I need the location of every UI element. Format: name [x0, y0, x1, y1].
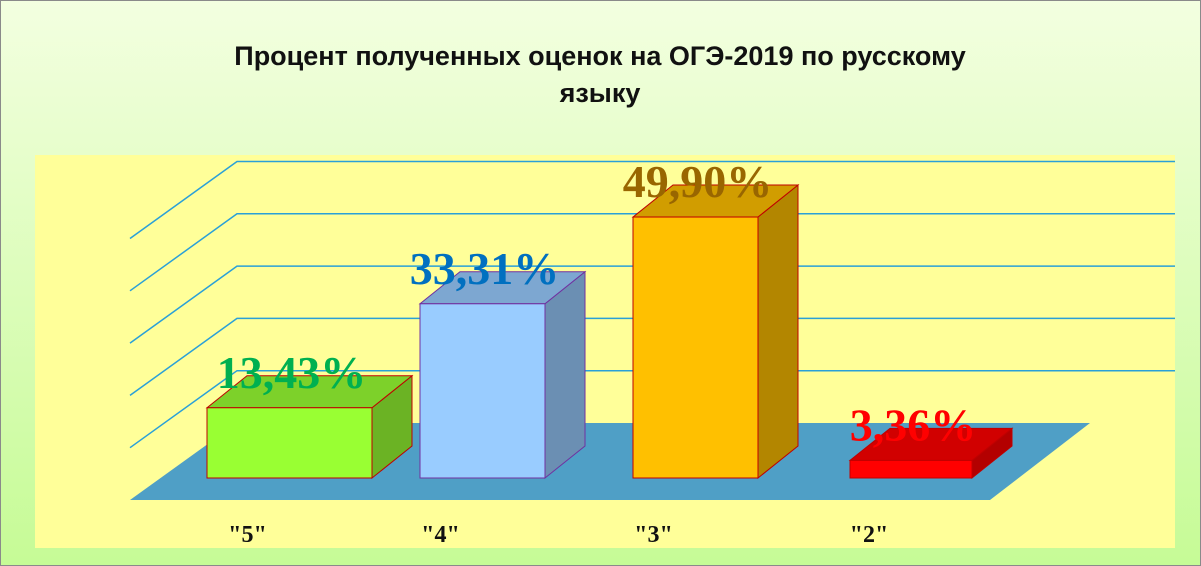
value-label: 13,43%: [217, 347, 367, 398]
grid-line: [129, 160, 1175, 240]
x-tick-label: "5": [228, 522, 267, 548]
bar: [206, 407, 373, 479]
chart-title: Процент полученных оценок на ОГЭ-2019 по…: [234, 41, 966, 108]
value-label: 3,36%: [850, 399, 977, 450]
bar-side: [544, 270, 586, 480]
grid-line: [129, 369, 1175, 449]
value-label: 33,31%: [410, 243, 560, 294]
bar: [632, 216, 759, 479]
x-tick-label: "3": [634, 522, 673, 548]
bar: [849, 459, 973, 479]
value-label: 49,90%: [623, 156, 773, 207]
grid-line: [129, 213, 1175, 292]
bar-side: [757, 183, 799, 480]
grid-line: [129, 265, 1175, 344]
x-tick-label: "4": [421, 522, 460, 548]
x-tick-label: "2": [850, 522, 889, 548]
bar: [419, 303, 546, 479]
grid-line: [129, 317, 1175, 397]
